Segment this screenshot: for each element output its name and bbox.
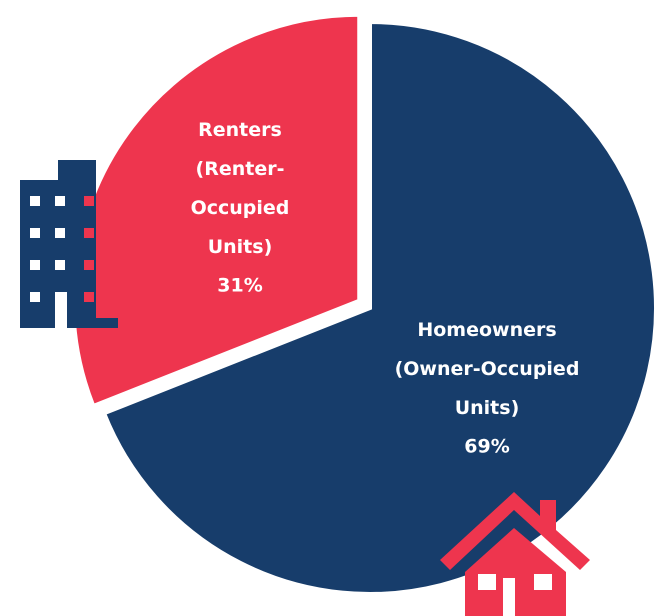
value-label: 31% <box>217 275 262 297</box>
label-line: (Owner-Occupied <box>395 358 580 380</box>
slices <box>71 12 656 596</box>
slice-label: Homeowners (Owner-Occupied Units) <box>395 319 580 419</box>
building-icon <box>20 160 118 328</box>
label-line: (Renter- <box>196 158 285 180</box>
house-icon <box>440 492 590 616</box>
value-label: 69% <box>464 436 509 458</box>
slice-label: Renters (Renter- Occupied Units) <box>191 119 290 258</box>
label-line: Renters <box>198 119 282 141</box>
labels: Homeowners (Owner-Occupied Units) 69% Renter… <box>191 119 580 458</box>
label-line: Units) <box>208 236 273 258</box>
pie-slice <box>101 19 656 596</box>
label-line: Units) <box>455 397 520 419</box>
label-line: Homeowners <box>417 319 556 341</box>
pie-slice <box>71 12 362 409</box>
label-line: Occupied <box>191 197 290 219</box>
